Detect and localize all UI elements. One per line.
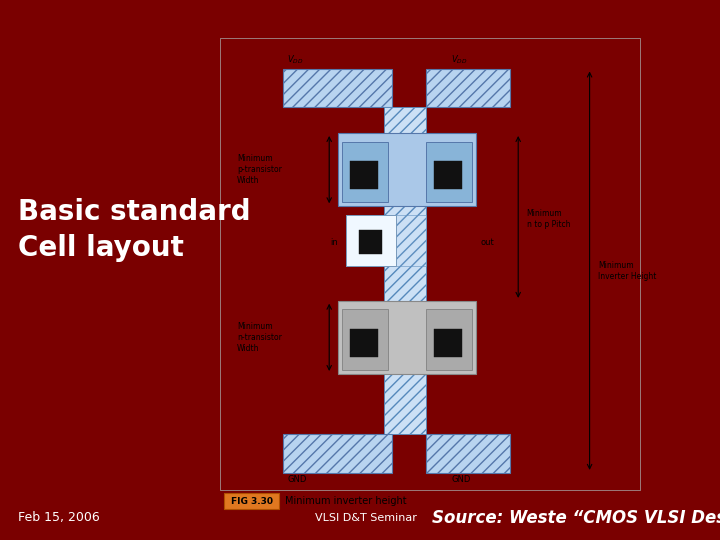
Text: VLSI D&T Seminar: VLSI D&T Seminar — [315, 513, 417, 523]
Bar — [342, 309, 388, 369]
Bar — [283, 434, 392, 473]
Text: GND: GND — [287, 475, 307, 484]
Bar — [384, 107, 426, 434]
Text: Source: Weste “CMOS VLSI Design”: Source: Weste “CMOS VLSI Design” — [432, 509, 720, 527]
Text: Minimum
Inverter Height: Minimum Inverter Height — [598, 261, 657, 281]
Text: $V_{DD}$: $V_{DD}$ — [451, 54, 467, 66]
Bar — [350, 329, 377, 357]
Bar — [384, 215, 426, 266]
Bar — [426, 141, 472, 202]
Text: $V_{DD}$: $V_{DD}$ — [287, 54, 304, 66]
Bar — [350, 161, 377, 189]
Bar — [426, 434, 510, 473]
Text: in: in — [330, 238, 338, 247]
Bar — [338, 133, 476, 206]
Text: FIG 3.30: FIG 3.30 — [230, 496, 272, 505]
Text: GND: GND — [451, 475, 470, 484]
Bar — [384, 133, 426, 206]
Text: Minimum inverter height: Minimum inverter height — [285, 496, 407, 506]
Text: Minimum
p-transistor
Width: Minimum p-transistor Width — [237, 154, 282, 185]
Text: Minimum
n-transistor
Width: Minimum n-transistor Width — [237, 322, 282, 353]
Text: Feb 15, 2006: Feb 15, 2006 — [18, 511, 100, 524]
Bar — [434, 161, 462, 189]
Text: Minimum
n to p Pitch: Minimum n to p Pitch — [526, 209, 570, 229]
Bar — [220, 38, 640, 490]
Text: Basic standard
Cell layout: Basic standard Cell layout — [18, 198, 251, 262]
Bar — [426, 309, 472, 369]
Bar — [224, 493, 279, 509]
Bar — [283, 69, 392, 107]
Bar — [359, 230, 382, 253]
Bar — [426, 69, 510, 107]
Bar — [342, 141, 388, 202]
Bar — [434, 329, 462, 357]
Text: out: out — [480, 238, 494, 247]
Bar — [338, 301, 476, 374]
Bar — [346, 215, 397, 266]
Bar — [384, 301, 426, 374]
Bar — [346, 215, 397, 266]
